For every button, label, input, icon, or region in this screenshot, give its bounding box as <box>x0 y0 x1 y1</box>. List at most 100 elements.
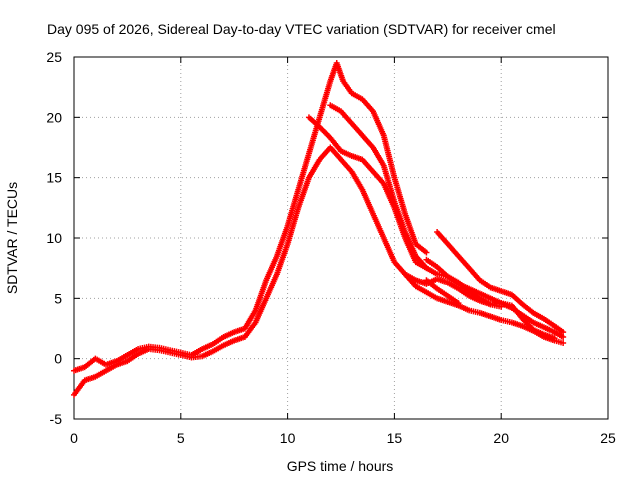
point-fill <box>467 286 482 296</box>
point-fill <box>467 293 482 303</box>
y-axis-label: SDTVAR / TECUs <box>4 182 20 294</box>
point-fill <box>500 317 513 325</box>
point-fill <box>115 353 129 364</box>
x-tick-label: 10 <box>280 430 296 446</box>
y-tick-label: 5 <box>54 290 62 306</box>
y-tick-label: 0 <box>54 351 62 367</box>
point-fill <box>542 325 556 335</box>
point-fill <box>104 362 118 373</box>
point-fill <box>83 356 97 369</box>
point-fill <box>72 378 87 397</box>
data-point <box>423 265 430 272</box>
point-fill <box>510 293 525 306</box>
point-fill <box>211 335 225 346</box>
point-fill <box>457 286 471 298</box>
point-fill <box>200 341 215 352</box>
point-fill <box>532 310 546 321</box>
point-fill <box>457 303 471 313</box>
point-fill <box>200 349 215 359</box>
x-tick-label: 5 <box>177 430 185 446</box>
point-fill <box>317 80 333 119</box>
point-fill <box>371 146 386 167</box>
data-point <box>560 333 567 340</box>
y-tick-label: 25 <box>46 49 62 65</box>
series-late-mid <box>423 256 567 340</box>
point-fill <box>317 125 332 140</box>
point-fill <box>435 286 450 298</box>
series-upper-main <box>71 60 430 374</box>
point-fill <box>402 230 418 258</box>
point-fill <box>553 324 565 334</box>
point-fill <box>553 338 565 346</box>
point-fill <box>274 242 290 276</box>
point-fill <box>350 121 365 137</box>
point-fill <box>328 136 343 153</box>
point-fill <box>94 356 108 367</box>
y-tick-label: 15 <box>46 170 62 186</box>
point-fill <box>264 254 280 282</box>
data-point <box>560 339 567 346</box>
point-fill <box>126 352 140 363</box>
point-fill <box>264 273 280 300</box>
series-late-lower <box>402 271 558 342</box>
point-fill <box>414 242 428 255</box>
point-fill <box>339 158 354 174</box>
point-fill <box>467 266 482 282</box>
series-branch-b <box>327 102 430 272</box>
point-fill <box>425 290 439 301</box>
point-fill <box>360 188 376 216</box>
point-fill <box>274 224 290 258</box>
point-fill <box>456 254 471 270</box>
point-fill <box>478 278 492 290</box>
point-fill <box>392 260 407 276</box>
point-fill <box>126 347 140 358</box>
point-fill <box>510 304 525 321</box>
point-fill <box>243 321 258 339</box>
point-fill <box>285 206 301 246</box>
point-fill <box>425 257 439 269</box>
point-fill <box>402 212 419 246</box>
point-fill <box>403 272 417 283</box>
point-fill <box>391 176 408 215</box>
point-fill <box>532 327 546 337</box>
point-fill <box>414 254 429 270</box>
data-point <box>455 300 462 307</box>
data-point <box>551 335 558 342</box>
point-fill <box>435 265 450 279</box>
point-fill <box>446 242 461 258</box>
point-fill <box>222 338 236 348</box>
point-fill <box>295 152 312 191</box>
point-fill <box>349 170 365 192</box>
point-fill <box>392 200 408 234</box>
y-tick-label: 10 <box>46 230 62 246</box>
point-fill <box>222 329 236 340</box>
point-fill <box>341 79 354 95</box>
point-fill <box>521 302 535 315</box>
point-fill <box>329 103 343 114</box>
point-fill <box>339 109 354 125</box>
point-fill <box>350 91 364 102</box>
point-fill <box>424 278 439 291</box>
point-fill <box>242 309 258 330</box>
point-fill <box>339 148 353 159</box>
x-tick-labels: 0 5 10 15 20 25 <box>70 430 616 446</box>
point-fill <box>190 347 204 358</box>
point-fill <box>446 280 460 291</box>
point-fill <box>360 97 375 113</box>
point-fill <box>370 212 386 240</box>
point-fill <box>306 158 322 180</box>
y-tick-label: 20 <box>46 109 62 125</box>
x-tick-label: 15 <box>387 430 403 446</box>
point-fill <box>253 297 269 324</box>
series-late-upper <box>434 228 567 336</box>
x-tick-label: 0 <box>70 430 78 446</box>
chart-title: Day 095 of 2026, Sidereal Day-to-day VTE… <box>47 21 556 37</box>
point-fill <box>446 294 460 305</box>
series-late-bottom <box>423 277 462 307</box>
point-fill <box>532 320 546 330</box>
y-tick-labels: -5 0 5 10 15 20 25 <box>46 49 62 427</box>
point-fill <box>521 313 535 325</box>
point-fill <box>435 230 450 246</box>
point-fill <box>381 236 397 264</box>
point-fill <box>94 368 108 379</box>
